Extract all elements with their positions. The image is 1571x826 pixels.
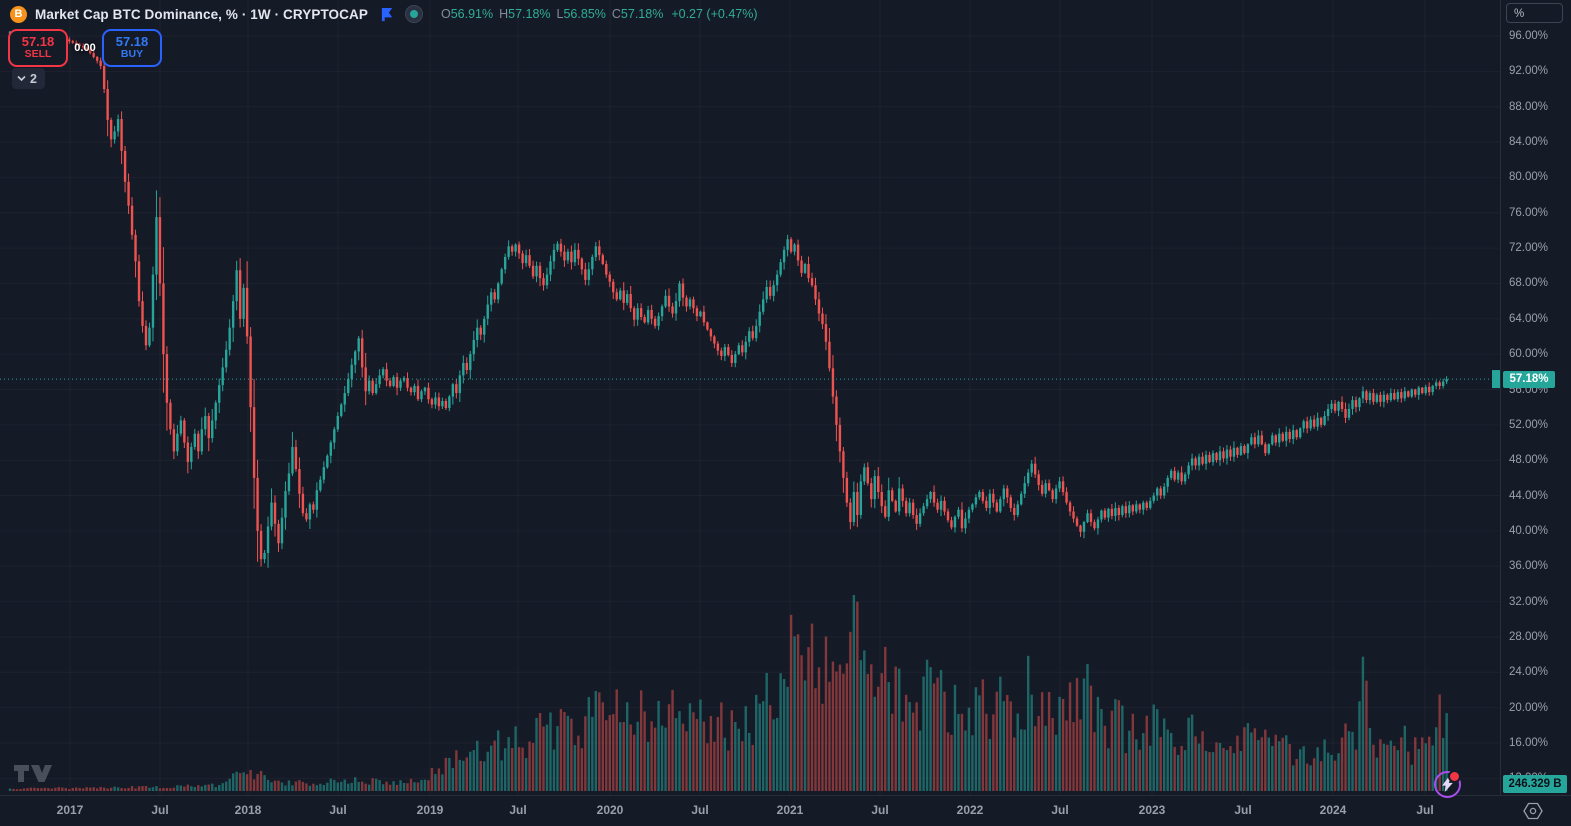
low-value: 56.85%	[563, 7, 606, 21]
last-price-badge: 57.18%	[1503, 370, 1555, 388]
close-label: C	[611, 7, 621, 21]
price-axis-label: 84.00%	[1509, 136, 1549, 149]
sell-label: SELL	[24, 48, 52, 61]
open-label: O	[440, 7, 451, 21]
time-axis-label: Jul	[691, 803, 709, 817]
low-label: L	[556, 7, 564, 21]
price-axis-label: 60.00%	[1509, 348, 1549, 361]
lot-size-value: 2	[30, 71, 37, 86]
market-status-icon[interactable]	[404, 5, 423, 23]
price-axis-label: 80.00%	[1509, 171, 1549, 184]
time-axis-label: 2018	[234, 803, 262, 817]
chevron-down-icon	[17, 75, 26, 82]
close-value: 57.18%	[620, 7, 664, 21]
sell-button[interactable]: 57.18 SELL	[8, 29, 68, 67]
spread-value: 0.00	[74, 42, 96, 54]
buy-button[interactable]: 57.18 BUY	[102, 29, 162, 67]
price-axis-label: 32.00%	[1509, 595, 1549, 608]
tradingview-logo[interactable]	[13, 762, 53, 784]
ohlc-readout: O56.91% H57.18% L56.85% C57.18% +0.27 (+…	[441, 7, 758, 21]
time-axis-label: Jul	[329, 803, 347, 817]
price-axis[interactable]: % 57.18% 246.329 B 96.00% 92.00% 88.00% 84.…	[1500, 0, 1571, 795]
high-value: 57.18%	[508, 7, 551, 21]
bitcoin-icon: B	[10, 5, 27, 23]
notification-dot	[1448, 770, 1461, 783]
time-axis-label: 2021	[776, 803, 804, 817]
volume-badge: 246.329 B	[1503, 775, 1567, 793]
time-axis-label: 2022	[956, 803, 984, 817]
axis-settings-button[interactable]	[1522, 800, 1544, 822]
price-axis-label: 92.00%	[1509, 65, 1549, 78]
price-axis-label: 72.00%	[1509, 242, 1549, 255]
lightning-icon	[1442, 777, 1453, 792]
flag-icon[interactable]	[380, 7, 395, 22]
price-axis-label: 28.00%	[1509, 630, 1549, 643]
price-axis-label: 48.00%	[1509, 454, 1549, 467]
price-axis-label: 36.00%	[1509, 560, 1549, 573]
price-axis-label: 64.00%	[1509, 312, 1549, 325]
time-axis-label: 2019	[416, 803, 444, 817]
time-axis[interactable]: 2017 Jul 2018 Jul 2019 Jul 2020 Jul 2021 Jul 2022 J…	[0, 795, 1571, 826]
buy-price: 57.18	[115, 34, 149, 50]
trade-panel: 57.18 SELL 0.00 57.18 BUY	[8, 29, 162, 67]
price-axis-label: 52.00%	[1509, 418, 1549, 431]
symbol-title[interactable]: Market Cap BTC Dominance, % · 1W · CRYPT…	[35, 6, 368, 22]
high-label: H	[499, 7, 509, 21]
price-axis-label: 16.00%	[1509, 737, 1549, 749]
open-value: 56.91%	[450, 7, 494, 21]
time-axis-label: 2020	[596, 803, 624, 817]
time-axis-label: 2017	[56, 803, 84, 817]
buy-label: BUY	[120, 48, 144, 61]
time-axis-label: Jul	[1416, 803, 1434, 817]
time-axis-label: Jul	[151, 803, 169, 817]
time-axis-label: Jul	[871, 803, 889, 817]
price-axis-label: 76.00%	[1509, 206, 1549, 219]
sell-price: 57.18	[21, 34, 55, 50]
price-axis-label: 68.00%	[1509, 277, 1549, 290]
price-unit-button[interactable]: %	[1506, 3, 1563, 23]
price-axis-label: 40.00%	[1509, 524, 1549, 537]
change-value: +0.27 (+0.47%)	[671, 7, 758, 21]
price-axis-label: 24.00%	[1509, 666, 1549, 679]
price-axis-label: 88.00%	[1509, 100, 1549, 113]
quick-trade-bolt-button[interactable]	[1434, 770, 1461, 798]
time-axis-label: 2024	[1319, 803, 1347, 817]
time-axis-label: Jul	[1051, 803, 1069, 817]
hexagon-settings-icon	[1523, 802, 1543, 820]
lot-size-selector[interactable]: 2	[12, 68, 45, 89]
price-axis-label: 44.00%	[1509, 489, 1549, 502]
price-axis-label: 20.00%	[1509, 701, 1549, 714]
symbol-legend: B Market Cap BTC Dominance, % · 1W · CRY…	[10, 5, 758, 23]
time-axis-label: 2023	[1138, 803, 1166, 817]
price-axis-label: 96.00%	[1509, 30, 1549, 42]
time-axis-label: Jul	[1234, 803, 1252, 817]
time-axis-label: Jul	[509, 803, 527, 817]
